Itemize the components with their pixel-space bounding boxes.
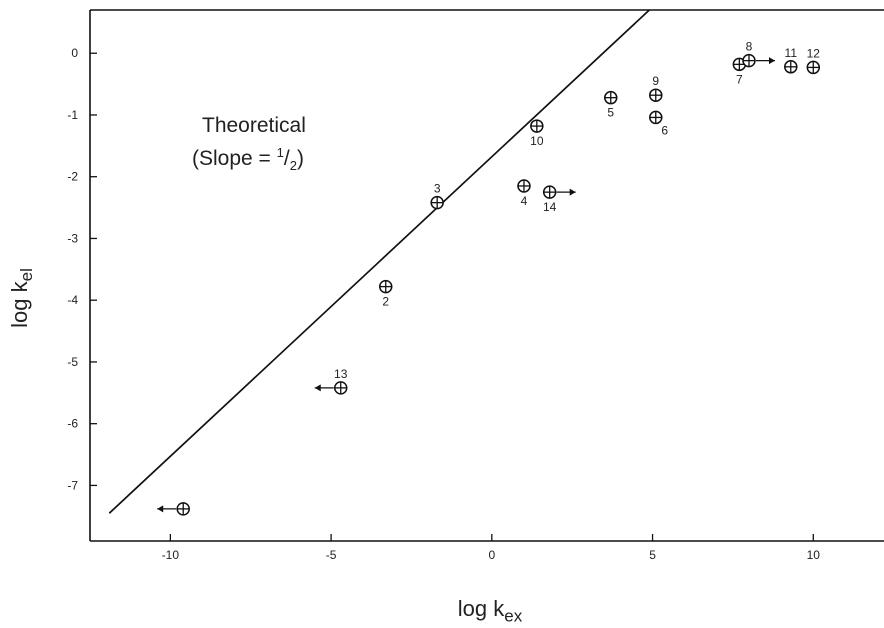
arrow-head	[569, 188, 576, 196]
y-tick-label: -5	[67, 355, 78, 369]
y-tick-label: -7	[67, 478, 78, 492]
data-point: 11	[784, 46, 798, 74]
data-point: 12	[806, 46, 821, 75]
slope-numerator: 1	[276, 145, 284, 160]
data-point: 8	[742, 40, 775, 68]
data-point: 10	[530, 119, 544, 148]
theoretical-line-group	[108, 9, 650, 514]
y-axis-title: log kel	[7, 268, 37, 328]
data-point: 2	[378, 279, 393, 309]
data-point: 3	[430, 182, 444, 210]
data-point-label: 12	[807, 46, 821, 60]
y-tick-label: -3	[67, 231, 78, 245]
axes	[89, 9, 884, 542]
data-point-label: 3	[434, 182, 441, 196]
data-point: 13	[314, 367, 348, 395]
data-point: 6	[649, 110, 668, 137]
arrow-head	[314, 384, 321, 392]
x-tick-label: -5	[326, 548, 337, 562]
theoretical-annotation-line1: Theoretical	[202, 114, 306, 137]
data-point-label: 7	[736, 72, 743, 86]
slope-suffix: )	[296, 147, 304, 170]
data-point-label: 8	[746, 40, 753, 54]
data-point-label: 11	[785, 46, 798, 60]
x-tick-label: -10	[162, 548, 180, 562]
data-point: 14	[542, 185, 576, 214]
data-point-label: 2	[382, 295, 389, 309]
x-axis-title: log kex	[458, 596, 522, 626]
data-point	[157, 502, 190, 516]
data-point-label: 5	[607, 106, 614, 120]
x-axis-title-base: log k	[457, 596, 505, 621]
theoretical-line	[108, 9, 650, 514]
slope-prefix: (Slope =	[192, 147, 277, 170]
x-tick-label: 0	[488, 548, 495, 562]
ticks: -10 -5 0 5 10 0 -1 -2 -3 -4 -5 -6 -7	[67, 46, 820, 562]
slope-denominator: 2	[289, 158, 297, 174]
x-tick-label: 10	[807, 548, 821, 562]
arrow-head	[768, 57, 775, 65]
y-tick-label: -6	[67, 417, 78, 431]
x-axis-title-sub: ex	[504, 606, 523, 626]
data-point-label: 4	[521, 194, 528, 208]
y-tick-label: 0	[71, 46, 78, 60]
x-tick-label: 5	[649, 548, 656, 562]
y-tick-label: -1	[67, 108, 78, 122]
theoretical-annotation-line2: (Slope = 1/2)	[192, 145, 304, 174]
y-axis-title-base: log k	[6, 281, 32, 328]
arrow-head	[157, 505, 164, 513]
data-point-label: 9	[652, 74, 659, 88]
y-tick-label: -4	[67, 293, 78, 307]
data-point-label: 6	[661, 123, 668, 137]
data-point: 5	[604, 90, 618, 120]
data-point: 9	[649, 74, 663, 102]
data-point-label: 14	[543, 200, 557, 214]
data-point-label: 10	[530, 134, 544, 148]
y-tick-label: -2	[67, 170, 78, 184]
y-axis-title-sub: el	[17, 268, 37, 282]
data-point: 4	[517, 179, 531, 208]
data-point-label: 13	[334, 367, 348, 381]
